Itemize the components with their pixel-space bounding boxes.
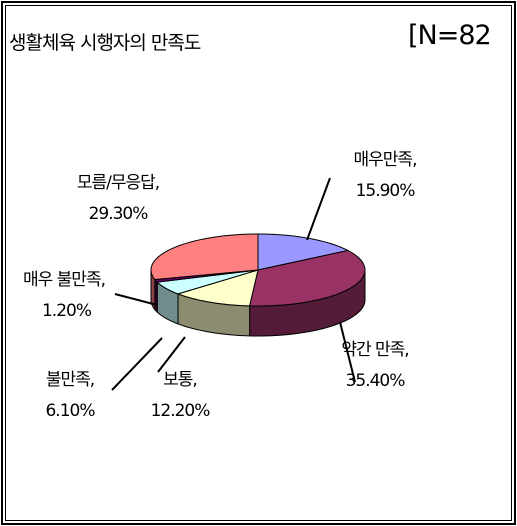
category-label: 매우 불만족,: [22, 270, 106, 290]
value-label: 35.40%: [345, 371, 406, 391]
value-label: 15.90%: [355, 181, 416, 201]
value-label: 29.30%: [88, 204, 149, 224]
value-label: 1.20%: [41, 301, 92, 321]
slice-label: 모름/무응답, 29.30%: [70, 168, 166, 230]
value-label: 12.20%: [150, 401, 211, 421]
leader-line: [114, 293, 158, 306]
leader-line: [111, 337, 163, 391]
slice: [176, 269, 259, 307]
slice: [150, 233, 259, 281]
value-label: 6.10%: [45, 401, 95, 421]
slice-label: 약간 만족, 35.40%: [340, 335, 410, 397]
slice: [248, 249, 366, 307]
leader-line: [306, 177, 331, 241]
slice-label: 매우만족, 15.90%: [330, 145, 440, 207]
leader-line: [157, 336, 186, 373]
category-label: 약간 만족,: [341, 340, 409, 360]
inner-frame: [5, 5, 512, 521]
category-label: 불만족,: [45, 370, 95, 390]
category-label: 모름/무응답,: [76, 173, 160, 193]
slice-label: 매우 불만족, 1.20%: [18, 265, 110, 327]
slice-label: 불만족, 6.10%: [35, 365, 105, 427]
annotation: [N=82: [408, 20, 492, 51]
tops: [150, 233, 366, 307]
slice: [156, 269, 259, 295]
category-label: 보통,: [163, 370, 198, 390]
slice: [257, 233, 350, 271]
leader-line: [339, 321, 356, 383]
chart-title: 생활체육 시행자의 만족도: [9, 32, 201, 54]
slice-label: 보통, 12.20%: [140, 365, 220, 427]
category-label: 매우만족,: [353, 150, 418, 170]
